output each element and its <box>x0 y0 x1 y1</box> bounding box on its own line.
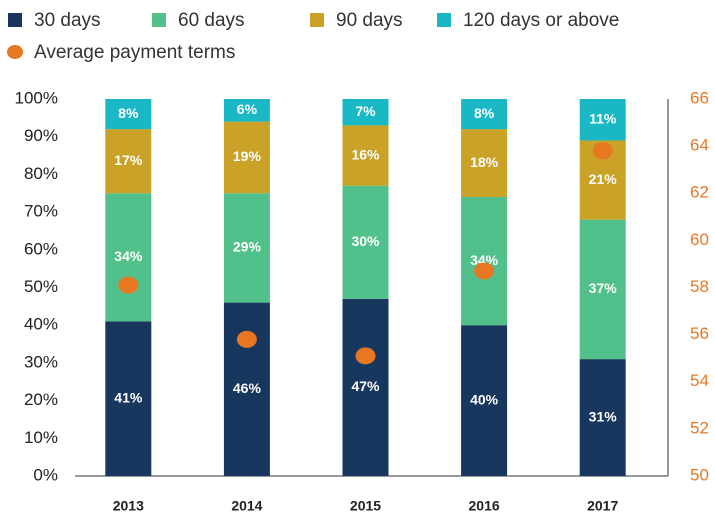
data-label: 31% <box>589 408 618 424</box>
bar-segment <box>342 99 389 126</box>
y-tick-label: 0% <box>33 465 58 484</box>
data-label: 29% <box>233 239 262 255</box>
average-marker <box>236 330 257 348</box>
y2-tick-label: 64 <box>690 136 709 155</box>
y-tick-label: 40% <box>24 315 58 334</box>
bar-segment <box>105 129 152 194</box>
legend-marker <box>310 13 324 27</box>
bar-segment <box>223 121 270 194</box>
data-label: 21% <box>589 171 618 187</box>
x-tick-label: 2015 <box>350 498 381 514</box>
x-tick-label: 2014 <box>231 498 262 514</box>
data-label: 8% <box>118 105 139 121</box>
data-label: 41% <box>114 389 143 405</box>
bar-segment <box>223 193 270 303</box>
data-label: 17% <box>114 152 143 168</box>
data-label: 40% <box>470 391 499 407</box>
data-label: 18% <box>470 154 499 170</box>
y2-tick-label: 56 <box>690 324 709 343</box>
data-label: 6% <box>237 101 258 117</box>
y-tick-label: 50% <box>24 277 58 296</box>
data-label: 19% <box>233 148 262 164</box>
data-label: 34% <box>470 252 499 268</box>
y-tick-label: 100% <box>15 88 58 107</box>
x-tick-label: 2016 <box>469 498 500 514</box>
legend-marker <box>8 13 22 27</box>
bar-segment <box>105 321 152 476</box>
bar-segment <box>342 185 389 299</box>
y2-tick-label: 60 <box>690 230 709 249</box>
y-tick-label: 30% <box>24 352 58 371</box>
bar-segment <box>342 125 389 186</box>
average-marker <box>355 347 376 365</box>
data-label: 11% <box>589 110 617 126</box>
legend-label: 120 days or above <box>463 10 619 31</box>
y-tick-label: 60% <box>24 239 58 258</box>
legend-label: Average payment terms <box>34 42 235 63</box>
y2-tick-label: 52 <box>690 418 709 437</box>
bar-segment <box>579 99 626 141</box>
bar-segment <box>579 359 626 476</box>
y2-tick-label: 66 <box>690 88 709 107</box>
y-tick-label: 80% <box>24 164 58 183</box>
legend-label: 60 days <box>178 10 245 31</box>
y2-tick-label: 58 <box>690 277 709 296</box>
legend-label: 90 days <box>336 10 403 31</box>
y-tick-label: 70% <box>24 202 58 221</box>
data-label: 34% <box>114 248 143 264</box>
data-label: 16% <box>351 146 380 162</box>
average-marker <box>118 276 139 294</box>
legend-marker <box>437 13 451 27</box>
y-tick-label: 10% <box>24 428 58 447</box>
legend-marker <box>152 13 166 27</box>
y2-tick-label: 50 <box>690 465 709 484</box>
bar-segment <box>461 129 508 198</box>
bar-segment <box>105 99 152 130</box>
data-label: 37% <box>589 280 618 296</box>
y-tick-label: 20% <box>24 390 58 409</box>
data-label: 8% <box>474 105 495 121</box>
bar-segment <box>461 197 508 326</box>
bar-segment <box>461 99 508 130</box>
data-label: 7% <box>355 103 376 119</box>
average-marker <box>474 262 495 280</box>
x-tick-label: 2013 <box>113 498 144 514</box>
bar-segment <box>105 193 152 322</box>
bar-segment <box>223 99 270 122</box>
legend-marker <box>7 45 23 59</box>
bar-segment <box>461 325 508 476</box>
bar-segment <box>579 219 626 360</box>
bar-segment <box>342 298 389 476</box>
average-marker <box>592 142 613 160</box>
data-label: 30% <box>351 233 380 249</box>
y2-tick-label: 54 <box>690 371 709 390</box>
y-tick-label: 90% <box>24 126 58 145</box>
data-label: 46% <box>233 380 262 396</box>
y2-tick-label: 62 <box>690 183 709 202</box>
data-label: 47% <box>351 378 380 394</box>
x-tick-label: 2017 <box>587 498 618 514</box>
legend-label: 30 days <box>34 10 101 31</box>
